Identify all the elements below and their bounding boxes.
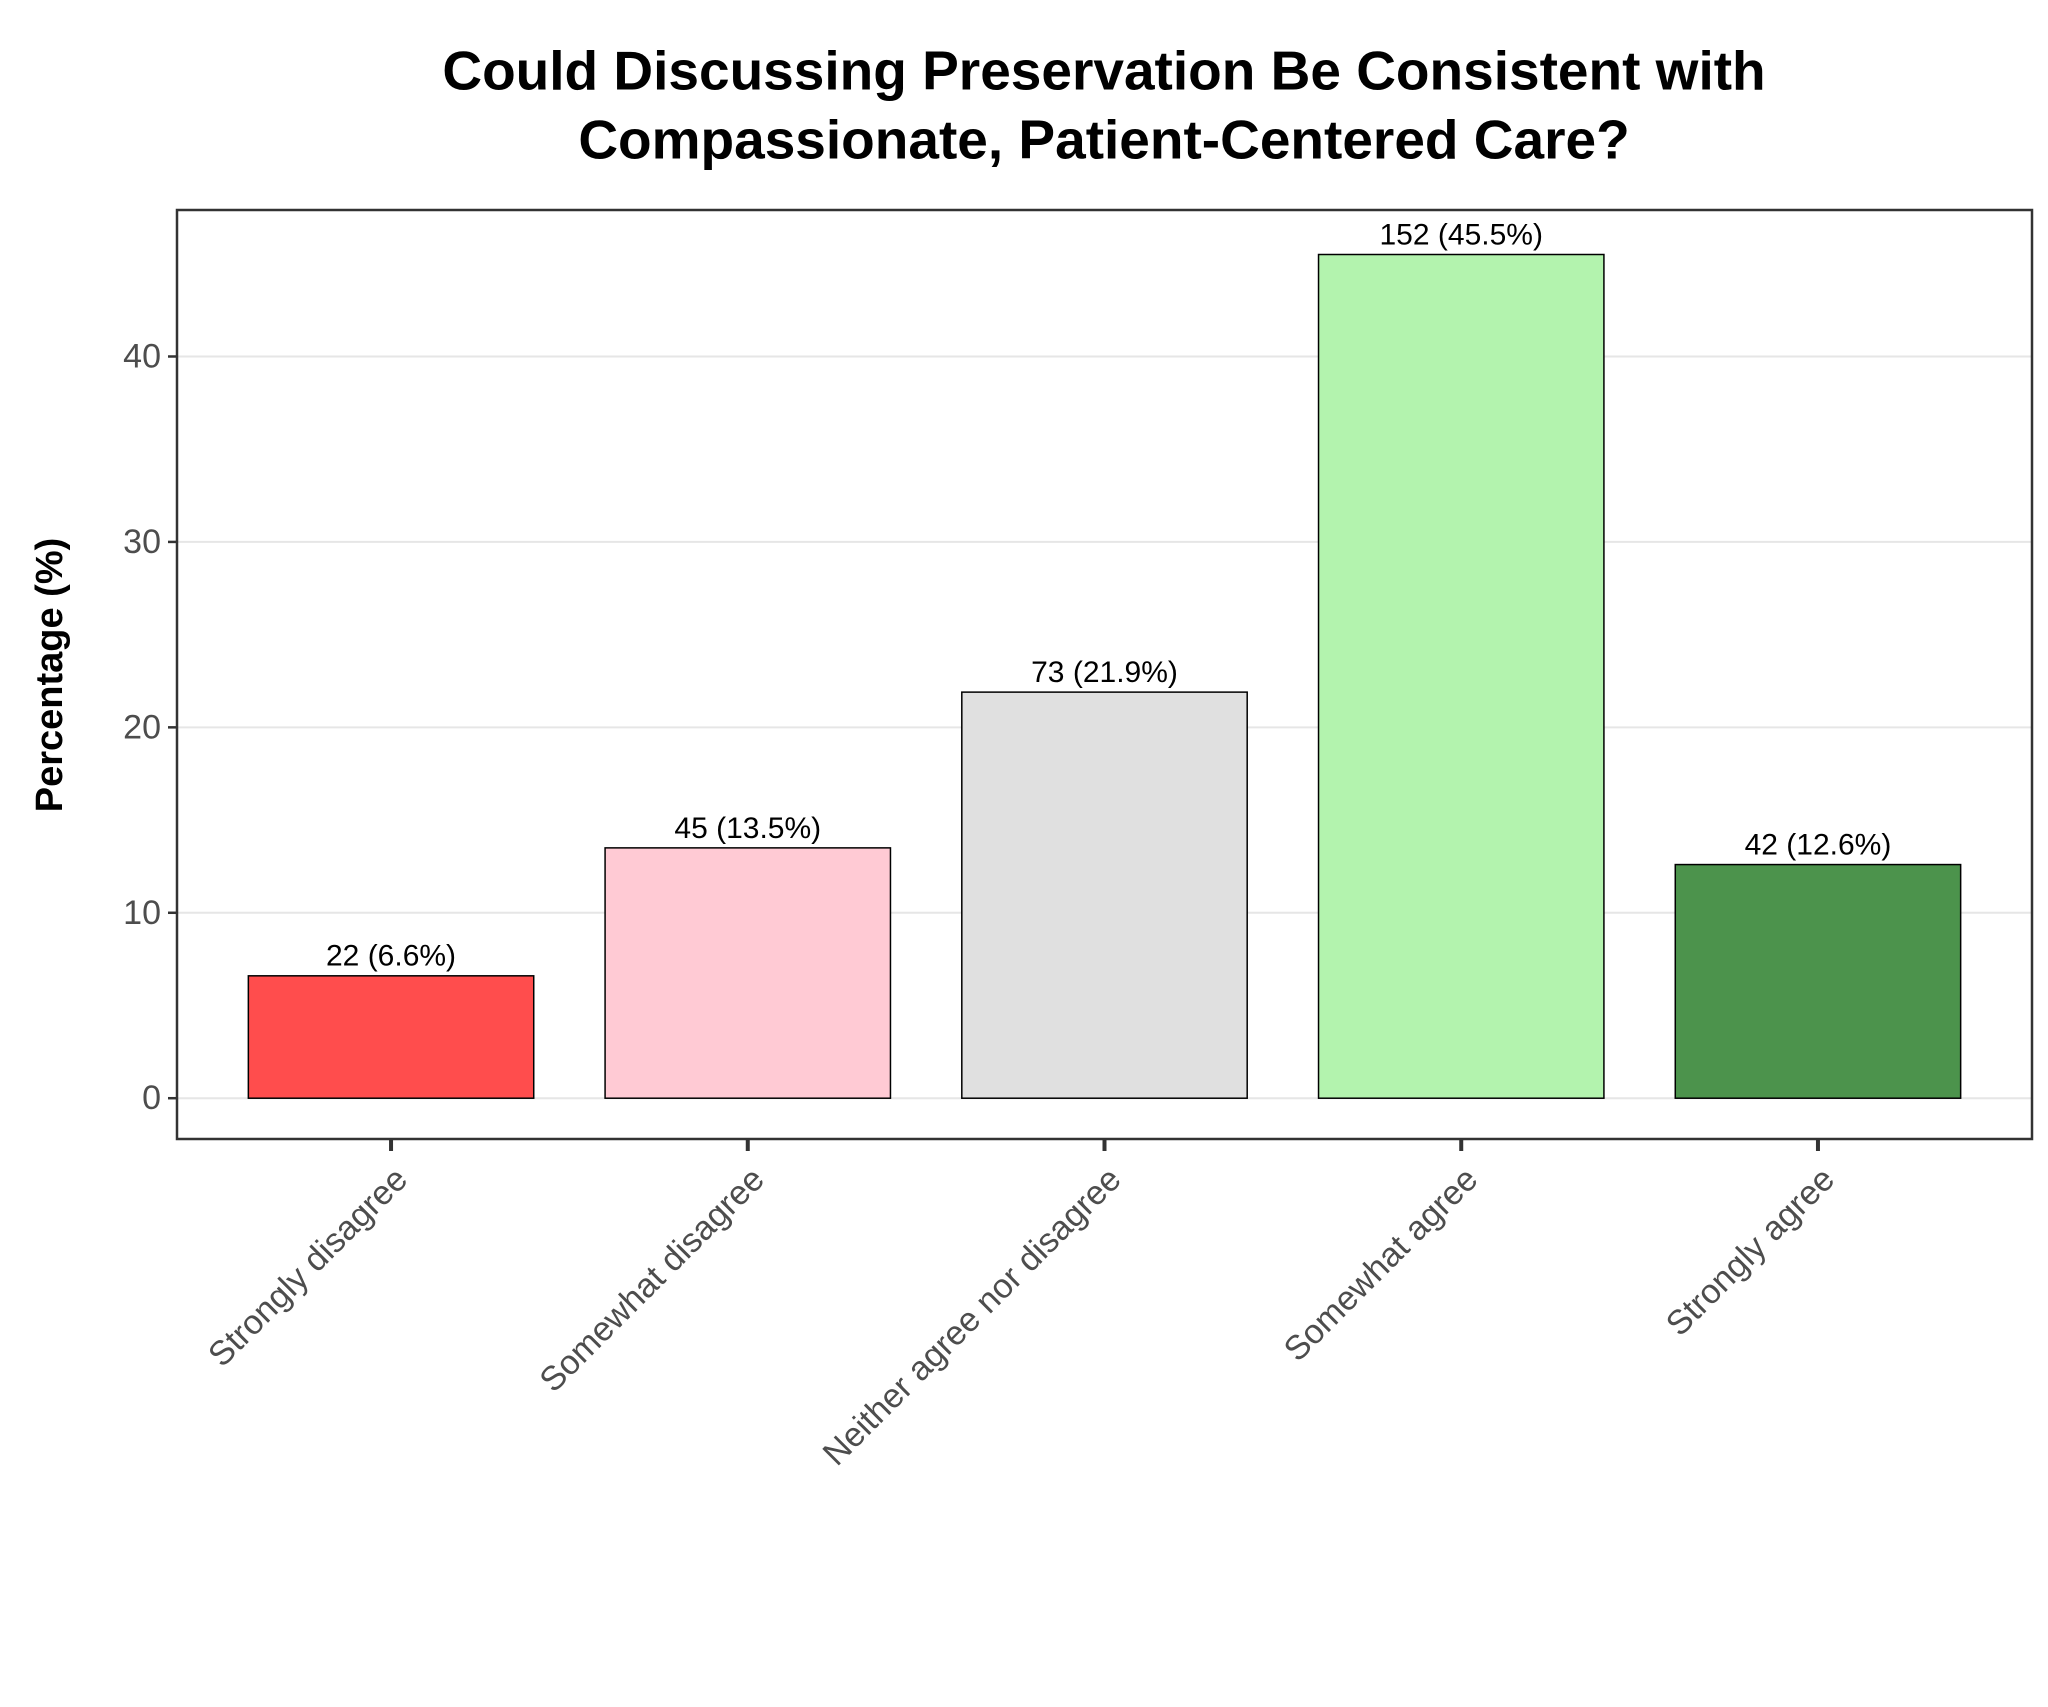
value-label: 45 (13.5%) bbox=[674, 812, 821, 845]
bar bbox=[961, 691, 1248, 1099]
value-label: 73 (21.9%) bbox=[1031, 656, 1178, 689]
value-label: 42 (12.6%) bbox=[1745, 828, 1892, 861]
chart-title: Compassionate, Patient-Centered Care? bbox=[578, 109, 1629, 171]
bar bbox=[1674, 863, 1962, 1099]
y-axis-label: Percentage (%) bbox=[29, 538, 71, 813]
value-label: 152 (45.5%) bbox=[1380, 218, 1543, 251]
bar bbox=[1317, 253, 1605, 1099]
y-tick-label: 0 bbox=[142, 1079, 161, 1117]
value-label: 22 (6.6%) bbox=[326, 940, 456, 973]
bar bbox=[247, 975, 535, 1099]
y-tick-label: 30 bbox=[123, 523, 161, 561]
chart-title: Could Discussing Preservation Be Consist… bbox=[442, 40, 1765, 102]
bar bbox=[604, 847, 892, 1099]
panel-border bbox=[175, 208, 2034, 1141]
y-tick-label: 40 bbox=[123, 337, 161, 375]
y-tick-label: 10 bbox=[123, 894, 161, 932]
y-tick-label: 20 bbox=[123, 708, 161, 746]
